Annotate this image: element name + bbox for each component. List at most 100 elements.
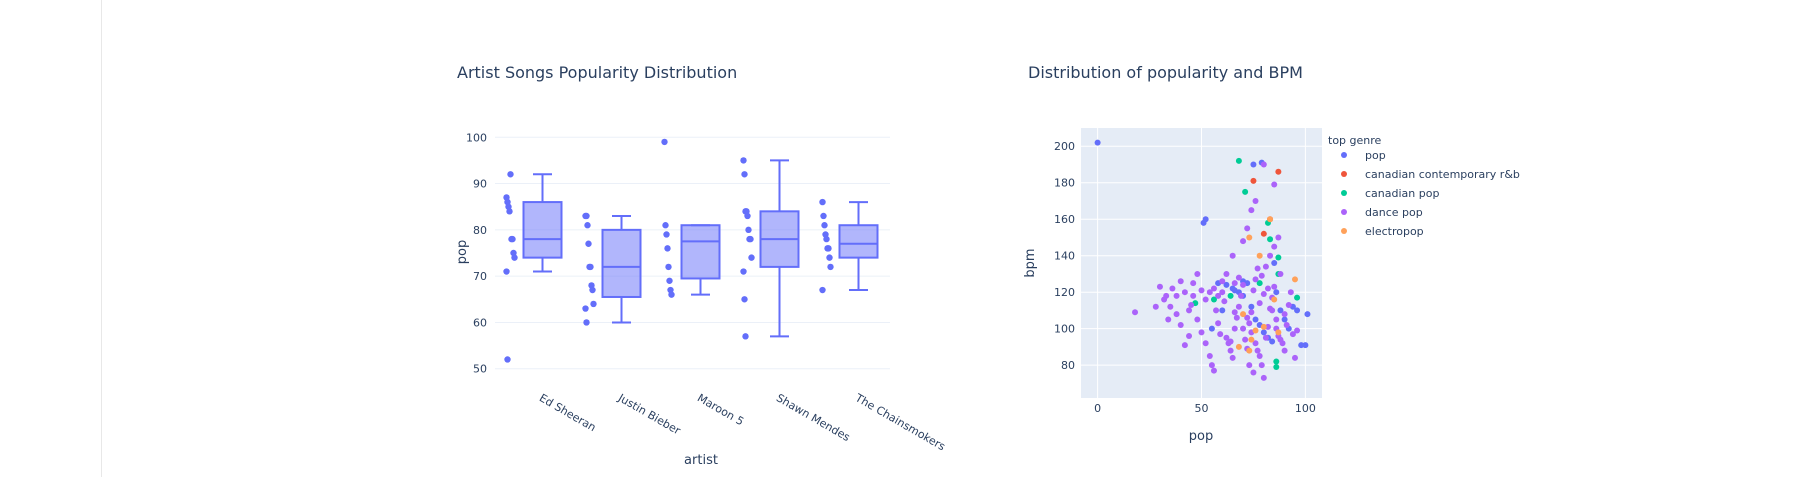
scatter-point bbox=[1235, 303, 1242, 310]
box-plot-point bbox=[584, 222, 591, 229]
scatter-point bbox=[1248, 207, 1255, 214]
scatter-point bbox=[1248, 309, 1255, 316]
legend-item-label[interactable]: dance pop bbox=[1365, 206, 1423, 219]
scatter-point bbox=[1177, 322, 1184, 329]
scatter-point bbox=[1165, 316, 1172, 323]
scatter-point bbox=[1190, 292, 1197, 299]
scatter-point bbox=[1242, 188, 1249, 195]
scatter-point bbox=[1219, 289, 1226, 296]
scatter-y-tick-label: 160 bbox=[1054, 213, 1075, 226]
scatter-point bbox=[1289, 331, 1296, 338]
scatter-point bbox=[1240, 311, 1247, 318]
scatter-point bbox=[1264, 323, 1271, 330]
legend-item-label[interactable]: pop bbox=[1365, 149, 1386, 162]
scatter-x-tick-label: 0 bbox=[1094, 402, 1101, 415]
scatter-point bbox=[1260, 323, 1267, 330]
legend-marker[interactable] bbox=[1341, 171, 1347, 177]
scatter-point bbox=[1210, 285, 1217, 292]
scatter-point bbox=[1252, 276, 1259, 283]
scatter-point bbox=[1252, 327, 1259, 334]
box-plot-point bbox=[506, 208, 513, 215]
box-body bbox=[522, 201, 563, 259]
scatter-point bbox=[1223, 270, 1230, 277]
legend-item-label[interactable]: canadian pop bbox=[1365, 187, 1439, 200]
box-plot-point bbox=[587, 263, 594, 271]
scatter-point bbox=[1244, 225, 1251, 232]
legend-marker[interactable] bbox=[1341, 152, 1347, 158]
scatter-title: Distribution of popularity and BPM bbox=[1028, 63, 1303, 82]
box-plot-chart: Artist Songs Popularity Distribution 50 6… bbox=[455, 63, 948, 468]
box-plot-point bbox=[741, 296, 748, 303]
scatter-point bbox=[1186, 332, 1193, 339]
scatter-point bbox=[1242, 336, 1249, 343]
scatter-point bbox=[1235, 157, 1242, 164]
box-plot-x-tick-label: The Chainsmokers bbox=[852, 391, 948, 454]
box-plot-x-axis-label: artist bbox=[684, 453, 718, 468]
scatter-point bbox=[1252, 316, 1259, 323]
box-plot-y-tick-label: 80 bbox=[473, 224, 487, 237]
legend-marker[interactable] bbox=[1341, 209, 1347, 215]
box-plot-point bbox=[585, 240, 592, 247]
scatter-point bbox=[1181, 289, 1188, 296]
scatter-point bbox=[1094, 139, 1101, 146]
scatter-y-tick-label: 140 bbox=[1054, 250, 1075, 263]
scatter-point bbox=[1219, 307, 1226, 314]
scatter-point bbox=[1231, 287, 1238, 294]
scatter-point bbox=[1281, 347, 1288, 354]
box-plot-point bbox=[826, 254, 833, 261]
scatter-y-axis-label: bpm bbox=[1023, 248, 1038, 277]
box-plot-point bbox=[665, 263, 672, 271]
scatter-point bbox=[1206, 289, 1213, 296]
box-plot-x-tick-label: Justin Bieber bbox=[615, 391, 683, 438]
scatter-point bbox=[1246, 234, 1253, 241]
scatter-point bbox=[1267, 236, 1274, 243]
scatter-point bbox=[1273, 316, 1280, 323]
scatter-point bbox=[1260, 291, 1267, 298]
scatter-point bbox=[1240, 281, 1247, 288]
scatter-point bbox=[1256, 280, 1263, 287]
scatter-point bbox=[1258, 272, 1265, 279]
scatter-point bbox=[1169, 285, 1176, 292]
box-plot-point bbox=[742, 333, 749, 340]
box-plot-point bbox=[744, 212, 751, 220]
legend-marker[interactable] bbox=[1341, 228, 1347, 234]
scatter-point bbox=[1275, 168, 1282, 175]
scatter-point bbox=[1275, 254, 1282, 261]
scatter-point bbox=[1229, 354, 1236, 361]
scatter-point bbox=[1277, 307, 1284, 314]
scatter-point bbox=[1161, 296, 1168, 303]
scatter-point bbox=[1269, 307, 1276, 314]
scatter-point bbox=[1277, 336, 1284, 343]
box-plot-point bbox=[583, 212, 590, 220]
box-plot-y-tick-label: 100 bbox=[466, 131, 487, 144]
legend-item-label[interactable]: canadian contemporary r&b bbox=[1365, 168, 1520, 181]
box-plot-point bbox=[663, 231, 670, 238]
scatter-point bbox=[1240, 325, 1247, 332]
scatter-chart: Distribution of popularity and BPM 80 100… bbox=[1023, 63, 1520, 444]
scatter-point bbox=[1173, 292, 1180, 299]
legend-marker[interactable] bbox=[1341, 190, 1347, 196]
scatter-point bbox=[1227, 338, 1234, 345]
scatter-point bbox=[1294, 294, 1301, 301]
scatter-point bbox=[1291, 276, 1298, 283]
box-plot-y-tick-label: 70 bbox=[473, 270, 487, 283]
scatter-point bbox=[1223, 281, 1230, 288]
box-plot-point bbox=[823, 235, 830, 243]
scatter-point bbox=[1304, 311, 1311, 318]
scatter-point bbox=[1275, 329, 1282, 336]
box-plot-point bbox=[820, 212, 827, 220]
box-plot-point bbox=[583, 319, 590, 326]
box-plot-point bbox=[582, 305, 589, 312]
scatter-point bbox=[1273, 363, 1280, 370]
box-body bbox=[838, 224, 879, 259]
scatter-point bbox=[1275, 234, 1282, 241]
box-plot-title: Artist Songs Popularity Distribution bbox=[457, 63, 737, 82]
box-plot-y-axis-label: pop bbox=[455, 240, 470, 264]
legend-item-label[interactable]: electropop bbox=[1365, 225, 1424, 238]
box-plot-point bbox=[821, 222, 828, 229]
scatter-legend: top genre pop canadian contemporary r&b ca… bbox=[1328, 134, 1520, 238]
scatter-point bbox=[1250, 369, 1257, 376]
box-plot-y-tick-label: 60 bbox=[473, 316, 487, 329]
scatter-point bbox=[1252, 340, 1259, 347]
scatter-y-tick-label: 80 bbox=[1061, 359, 1075, 372]
